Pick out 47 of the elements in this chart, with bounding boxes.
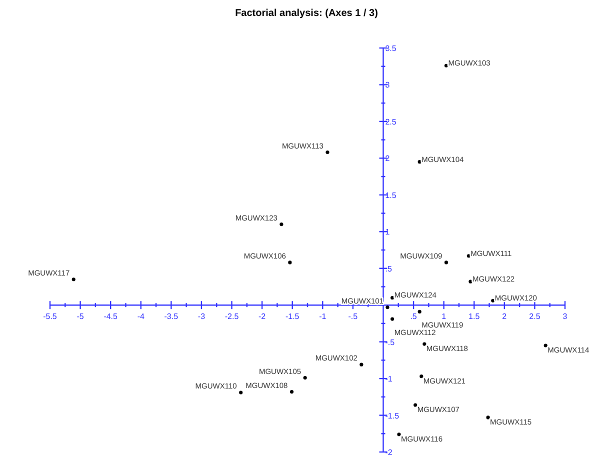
point xyxy=(422,342,426,346)
y-tick-label: 1 xyxy=(385,228,390,237)
point xyxy=(239,390,243,394)
point xyxy=(280,222,284,226)
point xyxy=(288,260,292,264)
point xyxy=(72,278,76,282)
point xyxy=(414,403,418,407)
y-tick-label: 3.5 xyxy=(385,44,397,53)
y-tick-label: 1.5 xyxy=(385,190,397,200)
x-tick-label: 2.5 xyxy=(529,312,541,322)
point xyxy=(544,344,548,348)
x-tick-label: -1 xyxy=(319,312,327,322)
y-tick-label: -.5 xyxy=(385,338,396,347)
x-tick-label: -5.5 xyxy=(43,312,58,322)
x-tick-label: -5 xyxy=(76,312,84,322)
point xyxy=(486,416,490,420)
point xyxy=(326,150,330,154)
point xyxy=(360,362,364,366)
point xyxy=(420,374,424,378)
y-tick-label: 2.5 xyxy=(385,117,397,126)
x-tick-label: 1 xyxy=(442,312,447,322)
y-tick-label: .5 xyxy=(385,264,392,274)
point xyxy=(418,310,422,314)
x-tick-label: -1.5 xyxy=(285,312,300,322)
point xyxy=(290,390,294,394)
x-tick-label: 3 xyxy=(562,312,568,322)
point xyxy=(303,376,307,380)
point xyxy=(390,317,394,321)
y-tick-label: -2 xyxy=(385,448,393,457)
x-tick-label: -2 xyxy=(258,312,266,322)
x-tick-label: 2 xyxy=(502,312,508,322)
x-tick-label: .5 xyxy=(410,312,418,322)
point xyxy=(397,432,401,436)
y-tick-label: 3 xyxy=(385,80,390,90)
x-tick-label: -2.5 xyxy=(224,312,240,322)
y-tick-label: 2 xyxy=(385,154,390,164)
y-tick-label: -1 xyxy=(385,374,393,384)
x-tick-label: -3 xyxy=(198,312,206,322)
x-tick-label: -4.5 xyxy=(104,312,118,322)
y-tick-label: -1.5 xyxy=(385,411,400,420)
chart-title: Factorial analysis: (Axes 1 / 3) xyxy=(235,8,378,19)
point xyxy=(444,260,448,264)
x-tick-label: -3.5 xyxy=(164,312,179,322)
x-tick-label: -.5 xyxy=(348,312,358,322)
point xyxy=(386,305,390,310)
x-tick-label: -4 xyxy=(137,312,145,322)
x-tick-label: 1.5 xyxy=(468,312,480,322)
